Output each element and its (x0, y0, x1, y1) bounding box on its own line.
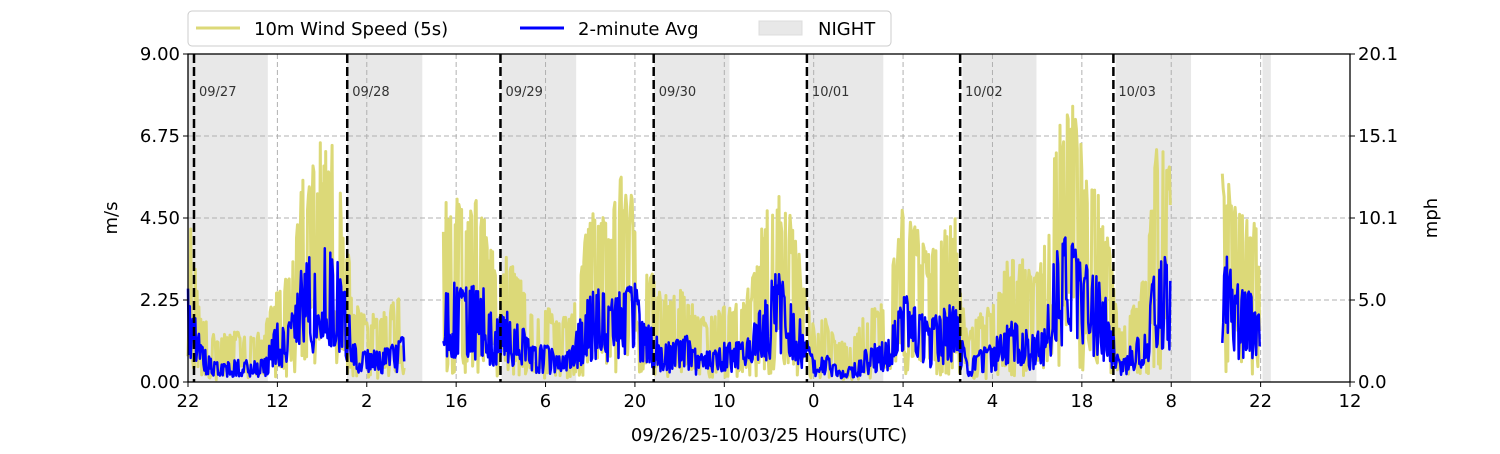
night-band (1262, 54, 1271, 382)
axes: 22 12 2 16 6 20 10 0 14 4 18 8 22 12 0.00 0.0 2.25 5.0 4.5… (140, 44, 1398, 412)
series-line-5s (1220, 173, 1262, 376)
y-tick-label: 4.50 (140, 208, 180, 229)
y-tick-label: 9.00 (140, 44, 180, 65)
day-marker-label: 10/03 (1118, 85, 1155, 100)
x-tick-label: 2 (361, 391, 372, 412)
x-tick-label: 0 (808, 391, 819, 412)
y-right-tick-label: 20.1 (1358, 44, 1398, 65)
x-axis-label: 09/26/25-10/03/25 Hours(UTC) (631, 425, 907, 446)
x-tick-label: 22 (177, 391, 200, 412)
series-line-2min-avg (186, 247, 406, 378)
day-markers: 09/27 09/28 09/29 09/30 10/01 10/02 10/03 (192, 54, 1156, 382)
day-marker-label: 09/28 (352, 85, 389, 100)
y-tick-label: 0.00 (140, 372, 180, 393)
x-tick-label: 16 (445, 391, 468, 412)
x-tick-label: 14 (892, 391, 915, 412)
y-axis-label: m/s (101, 202, 122, 235)
y-right-tick-label: 15.1 (1358, 126, 1398, 147)
y-right-tick-label: 5.0 (1358, 290, 1387, 311)
y-right-tick-label: 0.0 (1358, 372, 1387, 393)
legend-label-5s: 10m Wind Speed (5s) (254, 19, 448, 40)
legend-swatch-night (758, 20, 803, 36)
y-right-axis-label: mph (1421, 198, 1442, 238)
x-tick-label: 6 (540, 391, 551, 412)
x-tick-label: 18 (1070, 391, 1093, 412)
day-marker-label: 10/01 (812, 85, 849, 100)
x-tick-label: 8 (1166, 391, 1177, 412)
y-tick-label: 2.25 (140, 290, 180, 311)
legend-label-night: NIGHT (818, 19, 876, 40)
y-tick-label: 6.75 (140, 126, 180, 147)
x-tick-label: 20 (623, 391, 646, 412)
day-marker-label: 09/29 (505, 85, 542, 100)
x-tick-label: 12 (1339, 391, 1362, 412)
legend-label-avg: 2-minute Avg (578, 19, 699, 40)
day-marker-label: 10/02 (965, 85, 1002, 100)
series-line-2min-avg (1221, 255, 1261, 361)
day-marker-label: 09/30 (659, 85, 696, 100)
day-marker-label: 09/27 (199, 85, 236, 100)
x-tick-label: 12 (266, 391, 289, 412)
y-right-tick-label: 10.1 (1358, 208, 1398, 229)
x-tick-label: 4 (987, 391, 998, 412)
x-tick-label: 10 (713, 391, 736, 412)
x-tick-label: 22 (1249, 391, 1272, 412)
legend: 10m Wind Speed (5s) 2-minute Avg NIGHT (187, 10, 892, 47)
